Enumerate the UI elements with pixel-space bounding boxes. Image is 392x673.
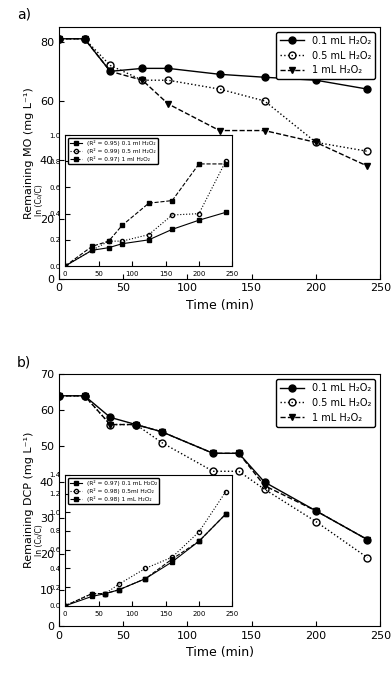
0.5 mL H₂O₂ — [365, 147, 370, 155]
0.1 mL H₂O₂ — [314, 507, 318, 515]
0.5 mL H₂O₂ — [56, 35, 61, 43]
Y-axis label: Remaining DCP (mg L⁻¹): Remaining DCP (mg L⁻¹) — [24, 432, 34, 568]
1 mL H₂O₂ — [56, 35, 61, 43]
Text: a): a) — [17, 8, 31, 22]
0.1 mL H₂O₂ — [262, 478, 267, 486]
0.5 mL H₂O₂ — [82, 392, 87, 400]
Legend: 0.1 mL H₂O₂, 0.5 mL H₂O₂, 1 mL H₂O₂: 0.1 mL H₂O₂, 0.5 mL H₂O₂, 1 mL H₂O₂ — [276, 379, 376, 427]
Line: 0.1 mL H₂O₂: 0.1 mL H₂O₂ — [55, 392, 371, 543]
Text: b): b) — [17, 355, 31, 369]
1 mL H₂O₂ — [262, 482, 267, 490]
0.5 mL H₂O₂ — [236, 467, 241, 475]
0.1 mL H₂O₂ — [56, 392, 61, 400]
1 mL H₂O₂ — [159, 428, 164, 436]
0.5 mL H₂O₂ — [262, 97, 267, 105]
Line: 0.1 mL H₂O₂: 0.1 mL H₂O₂ — [55, 35, 371, 93]
0.5 mL H₂O₂ — [82, 35, 87, 43]
0.1 mL H₂O₂ — [134, 421, 138, 429]
Legend: 0.1 mL H₂O₂, 0.5 mL H₂O₂, 1 mL H₂O₂: 0.1 mL H₂O₂, 0.5 mL H₂O₂, 1 mL H₂O₂ — [276, 32, 376, 79]
0.5 mL H₂O₂ — [262, 485, 267, 493]
1 mL H₂O₂ — [82, 392, 87, 400]
0.5 mL H₂O₂ — [140, 76, 145, 84]
1 mL H₂O₂ — [262, 127, 267, 135]
1 mL H₂O₂ — [365, 536, 370, 544]
0.5 mL H₂O₂ — [159, 439, 164, 447]
1 mL H₂O₂ — [134, 421, 138, 429]
0.1 mL H₂O₂ — [108, 413, 113, 421]
1 mL H₂O₂ — [314, 139, 318, 147]
0.1 mL H₂O₂ — [365, 85, 370, 93]
Y-axis label: Remaining MO (mg L⁻¹): Remaining MO (mg L⁻¹) — [24, 87, 34, 219]
1 mL H₂O₂ — [217, 127, 222, 135]
0.1 mL H₂O₂ — [159, 428, 164, 436]
0.1 mL H₂O₂ — [82, 392, 87, 400]
1 mL H₂O₂ — [56, 392, 61, 400]
0.1 mL H₂O₂ — [262, 73, 267, 81]
1 mL H₂O₂ — [211, 450, 216, 458]
1 mL H₂O₂ — [314, 507, 318, 515]
0.1 mL H₂O₂ — [211, 450, 216, 458]
0.5 mL H₂O₂ — [134, 421, 138, 429]
1 mL H₂O₂ — [82, 35, 87, 43]
1 mL H₂O₂ — [365, 162, 370, 170]
1 mL H₂O₂ — [166, 100, 171, 108]
0.1 mL H₂O₂ — [217, 70, 222, 78]
0.1 mL H₂O₂ — [166, 65, 171, 73]
0.5 mL H₂O₂ — [217, 85, 222, 93]
1 mL H₂O₂ — [108, 421, 113, 429]
0.1 mL H₂O₂ — [56, 35, 61, 43]
1 mL H₂O₂ — [108, 67, 113, 75]
0.1 mL H₂O₂ — [82, 35, 87, 43]
Line: 1 mL H₂O₂: 1 mL H₂O₂ — [55, 392, 371, 543]
0.5 mL H₂O₂ — [314, 518, 318, 526]
1 mL H₂O₂ — [140, 76, 145, 84]
X-axis label: Time (min): Time (min) — [185, 299, 254, 312]
Line: 0.5 mL H₂O₂: 0.5 mL H₂O₂ — [55, 392, 371, 561]
1 mL H₂O₂ — [236, 450, 241, 458]
0.5 mL H₂O₂ — [56, 392, 61, 400]
Line: 0.5 mL H₂O₂: 0.5 mL H₂O₂ — [55, 35, 371, 155]
0.5 mL H₂O₂ — [108, 421, 113, 429]
0.5 mL H₂O₂ — [365, 553, 370, 561]
0.1 mL H₂O₂ — [108, 67, 113, 75]
X-axis label: Time (min): Time (min) — [185, 646, 254, 660]
0.1 mL H₂O₂ — [236, 450, 241, 458]
0.1 mL H₂O₂ — [365, 536, 370, 544]
0.1 mL H₂O₂ — [140, 65, 145, 73]
0.5 mL H₂O₂ — [211, 467, 216, 475]
0.1 mL H₂O₂ — [314, 76, 318, 84]
0.5 mL H₂O₂ — [166, 76, 171, 84]
Line: 1 mL H₂O₂: 1 mL H₂O₂ — [55, 35, 371, 170]
0.5 mL H₂O₂ — [314, 139, 318, 147]
0.5 mL H₂O₂ — [108, 61, 113, 69]
